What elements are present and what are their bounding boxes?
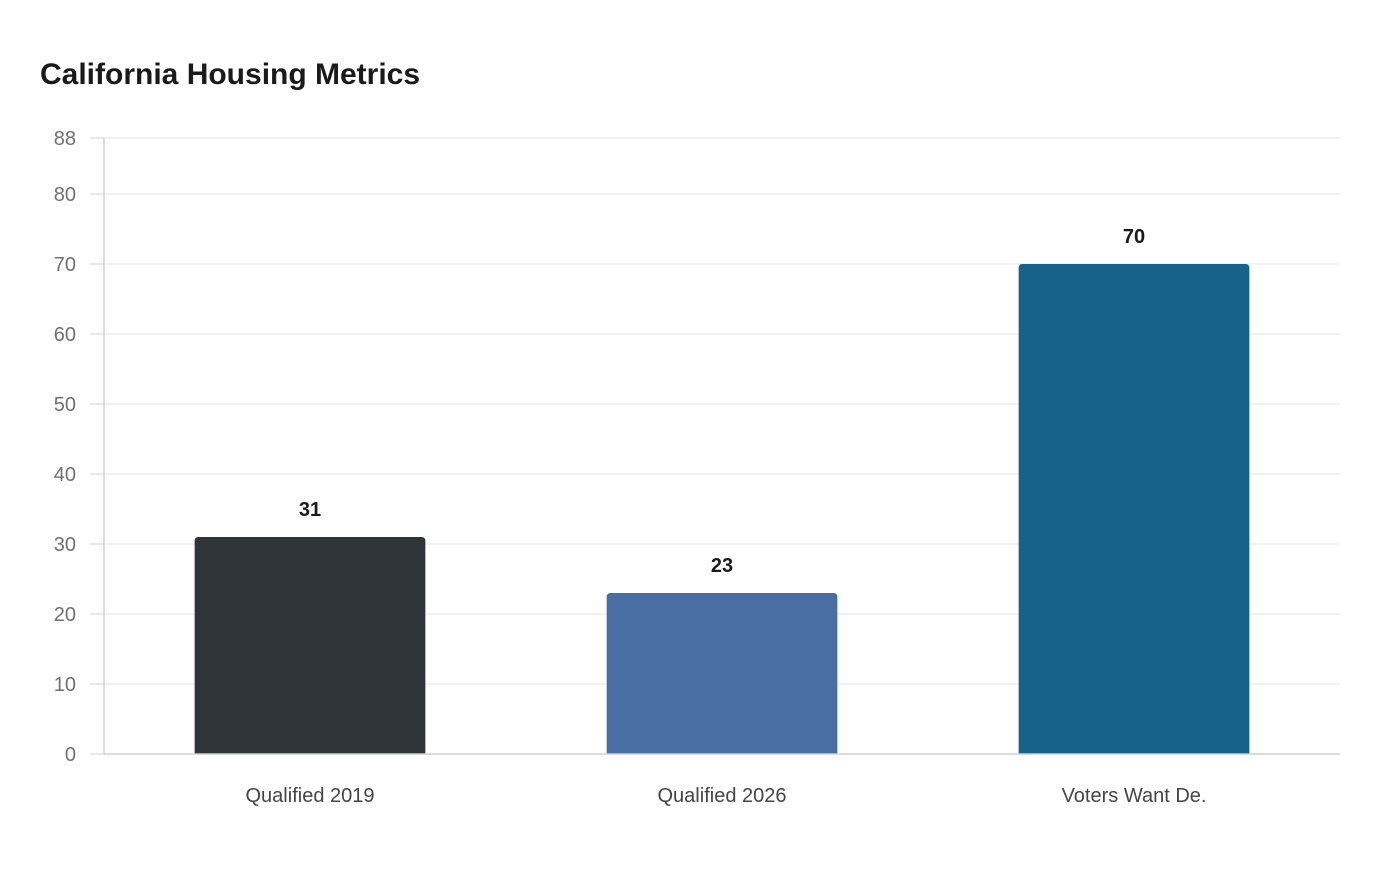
data-label: 31 <box>299 499 321 521</box>
data-label: 70 <box>1123 226 1145 248</box>
x-tick-label: Voters Want De. <box>1062 785 1207 807</box>
bar <box>606 593 838 754</box>
labels: 0 10 20 30 40 50 60 70 80 88 31 Qualified 2019 23 Qua… <box>54 128 1340 807</box>
y-tick-label: 80 <box>54 184 76 206</box>
y-tick-label: 0 <box>65 744 76 766</box>
bar <box>194 537 426 754</box>
y-tick-label: 88 <box>54 128 76 150</box>
y-tick-label: 60 <box>54 324 76 346</box>
y-tick-label: 50 <box>54 394 76 416</box>
chart-title: California Housing Metrics <box>40 58 421 91</box>
data-label: 23 <box>711 555 733 577</box>
y-tick-label: 30 <box>54 534 76 556</box>
bar <box>1018 264 1250 754</box>
y-tick-label: 20 <box>54 604 76 626</box>
y-tick-label: 10 <box>54 674 76 696</box>
axes <box>90 137 105 755</box>
bars <box>194 264 1250 754</box>
y-tick-label: 70 <box>54 254 76 276</box>
x-tick-label: Qualified 2026 <box>658 785 787 807</box>
x-tick-label: Qualified 2019 <box>246 785 375 807</box>
y-tick-label: 40 <box>54 464 76 486</box>
